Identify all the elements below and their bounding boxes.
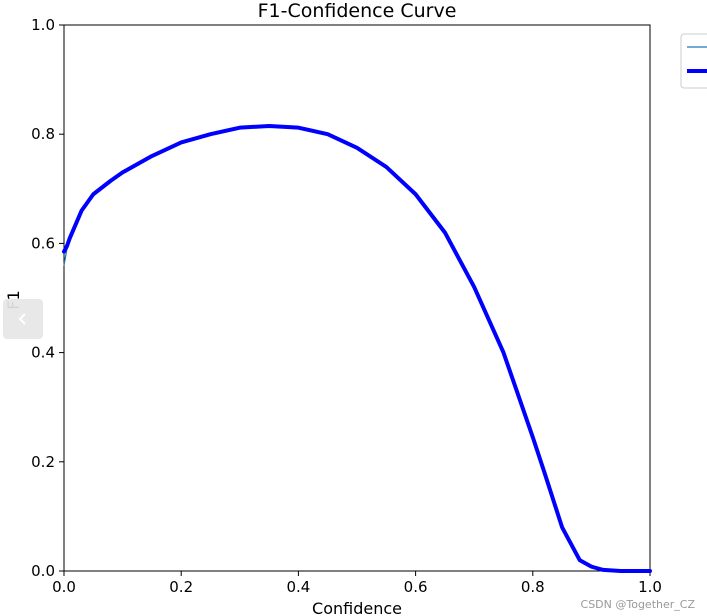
x-tick-label: 1.0 [638,578,662,596]
series-line-0 [63,125,651,572]
x-axis-ticks: 0.0 0.2 0.4 0.6 0.8 1.0 [52,571,662,596]
y-tick-label: 0.0 [31,562,55,580]
y-tick-label: 0.2 [31,453,55,471]
chevron-left-icon [18,313,26,325]
x-tick-label: 0.2 [169,578,193,596]
y-tick-label: 0.8 [31,125,55,143]
plot-area [63,24,651,572]
y-tick-label: 0.4 [31,344,55,362]
prev-image-button[interactable] [3,299,43,339]
x-tick-label: 0.6 [404,578,428,596]
y-tick-label: 0.6 [31,234,55,252]
y-axis-ticks: 0.0 0.2 0.4 0.6 0.8 1.0 [31,16,64,580]
x-axis-label: Confidence [312,599,402,616]
series-line-1 [62,124,652,573]
legend [680,33,707,89]
x-tick-label: 0.8 [521,578,545,596]
watermark: CSDN @Together_CZ [581,598,696,611]
x-tick-label: 0.0 [52,578,76,596]
chart-title: F1-Confidence Curve [258,0,457,22]
x-tick-label: 0.4 [286,578,310,596]
series-lines [62,124,652,573]
plot-frame [63,24,651,572]
y-tick-label: 1.0 [31,16,55,34]
legend-box [680,33,707,89]
